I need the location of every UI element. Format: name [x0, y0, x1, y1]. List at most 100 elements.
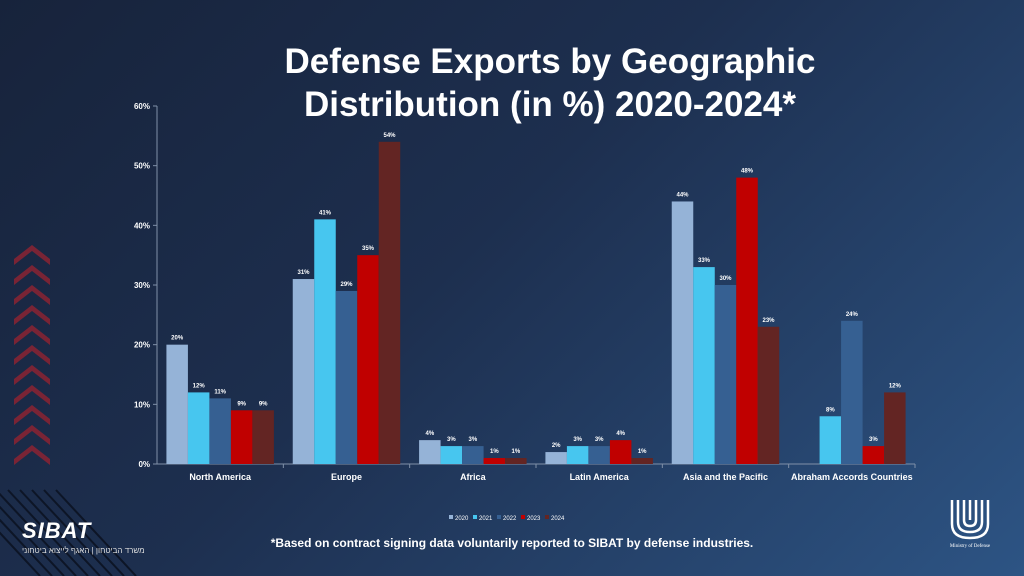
- y-tick-label: 40%: [134, 221, 150, 230]
- y-tick-label: 60%: [134, 102, 150, 111]
- x-tick-label: Latin America: [570, 472, 630, 482]
- bar: [631, 458, 653, 464]
- bar: [187, 392, 210, 464]
- bar: [378, 141, 401, 465]
- legend-swatch: [521, 515, 525, 519]
- data-label: 4%: [616, 431, 625, 437]
- bar: [314, 219, 336, 464]
- legend-swatch: [473, 515, 477, 519]
- data-label: 9%: [259, 401, 268, 407]
- bar: [693, 267, 715, 464]
- y-tick-label: 0%: [138, 460, 150, 469]
- logo-name: SIBAT: [22, 518, 92, 543]
- data-label: 4%: [425, 431, 434, 437]
- bar: [819, 416, 842, 464]
- data-label: 48%: [741, 169, 754, 175]
- data-label: 3%: [595, 437, 604, 443]
- chevron-decoration: [14, 345, 50, 365]
- bar: [841, 320, 863, 464]
- chart-title: Defense Exports by Geographic Distributi…: [284, 42, 816, 124]
- bar: [335, 290, 358, 464]
- bar: [609, 440, 632, 464]
- data-label: 29%: [340, 282, 353, 288]
- x-tick-label: Abraham Accords Countries: [791, 472, 913, 482]
- legend-swatch: [497, 515, 501, 519]
- bar: [440, 446, 463, 464]
- bar: [736, 177, 758, 464]
- bar: [505, 458, 527, 464]
- bar: [292, 279, 315, 464]
- bar: [209, 398, 231, 464]
- data-label: 3%: [869, 437, 878, 443]
- stripe-decoration: [31, 489, 113, 576]
- legend-label: 2021: [479, 516, 493, 522]
- data-label: 8%: [826, 407, 835, 413]
- bar: [884, 392, 906, 464]
- data-label: 3%: [573, 437, 582, 443]
- data-label: 23%: [762, 318, 775, 324]
- bar: [862, 446, 885, 464]
- logo-subtitle: משרד הביטחון | האגף לייצוא ביטחוני: [22, 546, 145, 555]
- ministry-label: Ministry of Defense: [949, 544, 991, 549]
- bar: [757, 326, 780, 464]
- y-tick-label: 50%: [134, 162, 150, 171]
- data-label: 12%: [889, 383, 902, 389]
- legend: 2020 2021 2022 2023 2024: [449, 515, 565, 522]
- data-label: 44%: [676, 192, 689, 198]
- data-label: 33%: [698, 258, 711, 264]
- decoration: [0, 245, 137, 576]
- bar: [462, 446, 484, 464]
- chevron-decoration: [14, 405, 50, 425]
- bar: [545, 452, 567, 464]
- bar: [483, 458, 506, 464]
- x-tick-label: Africa: [460, 472, 487, 482]
- bar: [357, 255, 379, 464]
- bar: [230, 410, 253, 464]
- legend-label: 2024: [551, 516, 565, 522]
- stripe-decoration: [43, 489, 125, 576]
- chevron-decoration: [14, 325, 50, 345]
- data-label: 11%: [214, 389, 226, 395]
- data-label: 30%: [719, 276, 732, 282]
- bars: 20% 12% 11% 9% 9% 31% 41% 29% 35% 54% 4% 3% 3% 1% 1% 2%…: [166, 133, 906, 465]
- x-tick-label: North America: [189, 472, 252, 482]
- legend-swatch: [449, 515, 453, 519]
- data-label: 24%: [846, 312, 859, 318]
- chevron-decoration: [14, 385, 50, 405]
- data-label: 2%: [552, 443, 561, 449]
- data-label: 31%: [297, 270, 310, 276]
- ministry-logo: Ministry of Defense: [940, 498, 1000, 549]
- sibat-logo: SIBAT משרד הביטחון | האגף לייצוא ביטחוני: [22, 518, 145, 555]
- stripe-decoration: [0, 505, 65, 576]
- bar: [166, 344, 188, 464]
- chevron-decoration: [14, 425, 50, 445]
- ministry-emblem-icon: [950, 500, 990, 540]
- data-label: 20%: [171, 336, 184, 342]
- data-label: 41%: [319, 210, 332, 216]
- bar: [588, 446, 610, 464]
- bar: [566, 446, 589, 464]
- data-label: 1%: [490, 449, 499, 455]
- y-tick-label: 30%: [134, 281, 150, 290]
- x-tick-label: Asia and the Pacific: [683, 472, 768, 482]
- data-label: 3%: [468, 437, 477, 443]
- data-label: 35%: [362, 246, 375, 252]
- legend-label: 2022: [503, 516, 517, 522]
- chevron-decoration: [14, 365, 50, 385]
- stripe-decoration: [55, 489, 137, 576]
- legend-label: 2023: [527, 516, 541, 522]
- legend-swatch: [545, 515, 549, 519]
- bar: [419, 440, 441, 464]
- axes: 0% 10% 20% 30% 40% 50% 60% North America Europe A…: [134, 102, 916, 482]
- stripe-decoration: [0, 518, 53, 576]
- chevron-decoration: [14, 245, 50, 265]
- stripe-decoration: [0, 492, 77, 576]
- bar: [671, 201, 694, 464]
- legend-label: 2020: [455, 516, 469, 522]
- data-label: 12%: [193, 383, 206, 389]
- data-label: 3%: [447, 437, 456, 443]
- stripe-decoration: [19, 489, 101, 576]
- y-tick-label: 10%: [134, 400, 150, 409]
- bar: [252, 410, 274, 464]
